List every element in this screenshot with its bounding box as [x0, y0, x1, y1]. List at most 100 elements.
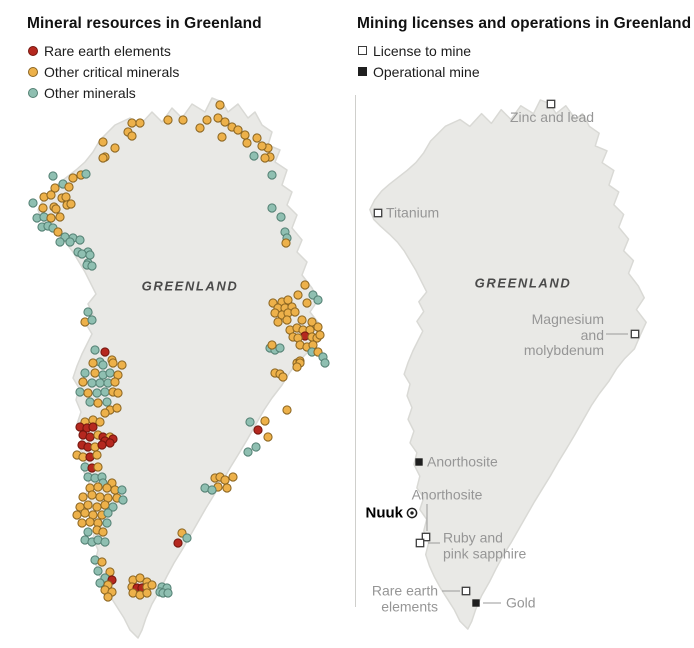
mineral-deposit-dot: [77, 518, 87, 528]
mineral-deposit-dot: [242, 138, 252, 148]
mineral-deposit-dot: [118, 495, 128, 505]
mineral-deposit-dot: [93, 398, 103, 408]
mineral-deposit-dot: [267, 340, 277, 350]
mineral-deposit-dot: [48, 171, 58, 181]
mineral-deposit-dot: [117, 485, 127, 495]
mineral-deposit-dot: [108, 502, 118, 512]
mineral-deposit-dot: [108, 358, 118, 368]
mineral-deposit-dot: [233, 125, 243, 135]
legend-label: Other minerals: [44, 84, 136, 101]
mineral-deposit-dot: [85, 250, 95, 260]
license-marker-magnesium-molybdenum: [630, 329, 640, 339]
mineral-deposit-dot: [93, 462, 103, 472]
mineral-deposit-dot: [103, 592, 113, 602]
mineral-deposit-dot: [243, 447, 253, 457]
mineral-deposit-dot: [292, 362, 302, 372]
mineral-deposit-dot: [51, 204, 61, 214]
mineral-deposit-dot: [87, 490, 97, 500]
mineral-deposit-dot: [263, 432, 273, 442]
legend-item-critical-minerals: Other critical minerals: [28, 61, 179, 82]
mineral-deposit-dot: [68, 173, 78, 183]
mineral-deposit-dot: [97, 557, 107, 567]
mineral-deposit-dot: [281, 238, 291, 248]
mineral-deposit-dot: [178, 115, 188, 125]
right-legend: License to mine Operational mine: [358, 40, 480, 82]
mineral-deposit-dot: [278, 372, 288, 382]
legend-label: Rare earth elements: [44, 42, 171, 59]
mineral-deposit-dot: [98, 360, 108, 370]
mineral-deposit-dot: [83, 527, 93, 537]
mineral-deposit-dot: [100, 408, 110, 418]
mineral-deposit-dot: [81, 169, 91, 179]
mineral-deposit-dot: [215, 100, 225, 110]
mineral-deposit-dot: [127, 131, 137, 141]
mineral-deposit-dot: [88, 422, 98, 432]
mineral-deposit-dot: [222, 483, 232, 493]
mineral-deposit-dot: [300, 280, 310, 290]
mine-markers-layer: [373, 99, 640, 607]
mineral-deposit-dot: [207, 485, 217, 495]
mineral-deposit-dot: [267, 203, 277, 213]
mineral-deposit-dot: [92, 450, 102, 460]
mineral-deposit-dot: [313, 322, 323, 332]
mineral-deposit-dot: [283, 295, 293, 305]
mineral-deposit-dot: [105, 368, 115, 378]
mineral-deposit-dot: [80, 368, 90, 378]
map-label-anorthosite-license: Anorthosite: [411, 486, 483, 503]
mineral-deposit-dot: [100, 387, 110, 397]
mineral-deposit-dot: [102, 518, 112, 528]
mineral-deposit-dot: [220, 117, 230, 127]
mineral-deposit-dot: [95, 378, 105, 388]
mineral-deposit-dot: [98, 153, 108, 163]
map-label-anorthosite-mine: Anorthosite: [427, 453, 498, 470]
mineral-deposit-dot: [87, 315, 97, 325]
mineral-deposit-dot: [127, 118, 137, 128]
mineral-deposit-dot: [213, 113, 223, 123]
mineral-deposit-dot: [93, 482, 103, 492]
mineral-deposit-dot: [173, 538, 183, 548]
panel-divider: [355, 95, 356, 607]
mineral-deposit-dot: [217, 132, 227, 142]
mineral-deposit-dot: [92, 388, 102, 398]
mineral-deposit-dot: [228, 472, 238, 482]
legend-item-rare-earth: Rare earth elements: [28, 40, 179, 61]
mineral-deposit-dot: [110, 377, 120, 387]
legend-label: License to mine: [373, 42, 472, 59]
mineral-deposit-dot: [95, 578, 105, 588]
license-marker-ruby-pink-sapphire: [415, 538, 425, 548]
mineral-deposit-dot: [282, 405, 292, 415]
mine-square-icon: [358, 67, 367, 76]
mineral-deposit-dot: [100, 537, 110, 547]
legend-item-license-to-mine: License to mine: [358, 40, 480, 61]
mineral-deposit-dot: [260, 416, 270, 426]
mineral-deposit-dot: [93, 566, 103, 576]
mineral-deposit-dot: [75, 387, 85, 397]
legend-item-operational-mine: Operational mine: [358, 61, 480, 82]
mineral-deposit-dot: [245, 417, 255, 427]
mine-marker-anorthosite-mine: [415, 458, 423, 466]
mineral-deposit-dot: [182, 533, 192, 543]
mineral-deposit-dot: [98, 527, 108, 537]
city-marker-nuuk: [406, 507, 418, 519]
mineral-deposit-dot: [85, 397, 95, 407]
mineral-deposit-dot: [46, 213, 56, 223]
mineral-deposit-dot: [315, 330, 325, 340]
mineral-deposit-dot: [102, 483, 112, 493]
mineral-deposit-dot: [95, 492, 105, 502]
mineral-deposit-dot: [61, 192, 71, 202]
mineral-deposit-dot: [66, 199, 76, 209]
mineral-deposit-dot: [220, 475, 230, 485]
mineral-deposit-dot: [64, 182, 74, 192]
legend-label: Other critical minerals: [44, 63, 180, 80]
mineral-deposit-dot: [290, 307, 300, 317]
license-square-icon: [358, 46, 367, 55]
mineral-dots-layer: [28, 100, 330, 602]
right-panel-title: Mining licenses and operations in Greenl…: [357, 15, 692, 32]
mineral-deposit-dot: [297, 315, 307, 325]
mineral-deposit-dot: [267, 170, 277, 180]
mineral-deposit-dot: [147, 580, 157, 590]
license-marker-anorthosite-license: [421, 532, 431, 542]
map-label-gold: Gold: [506, 594, 536, 611]
license-marker-titanium: [373, 208, 383, 218]
